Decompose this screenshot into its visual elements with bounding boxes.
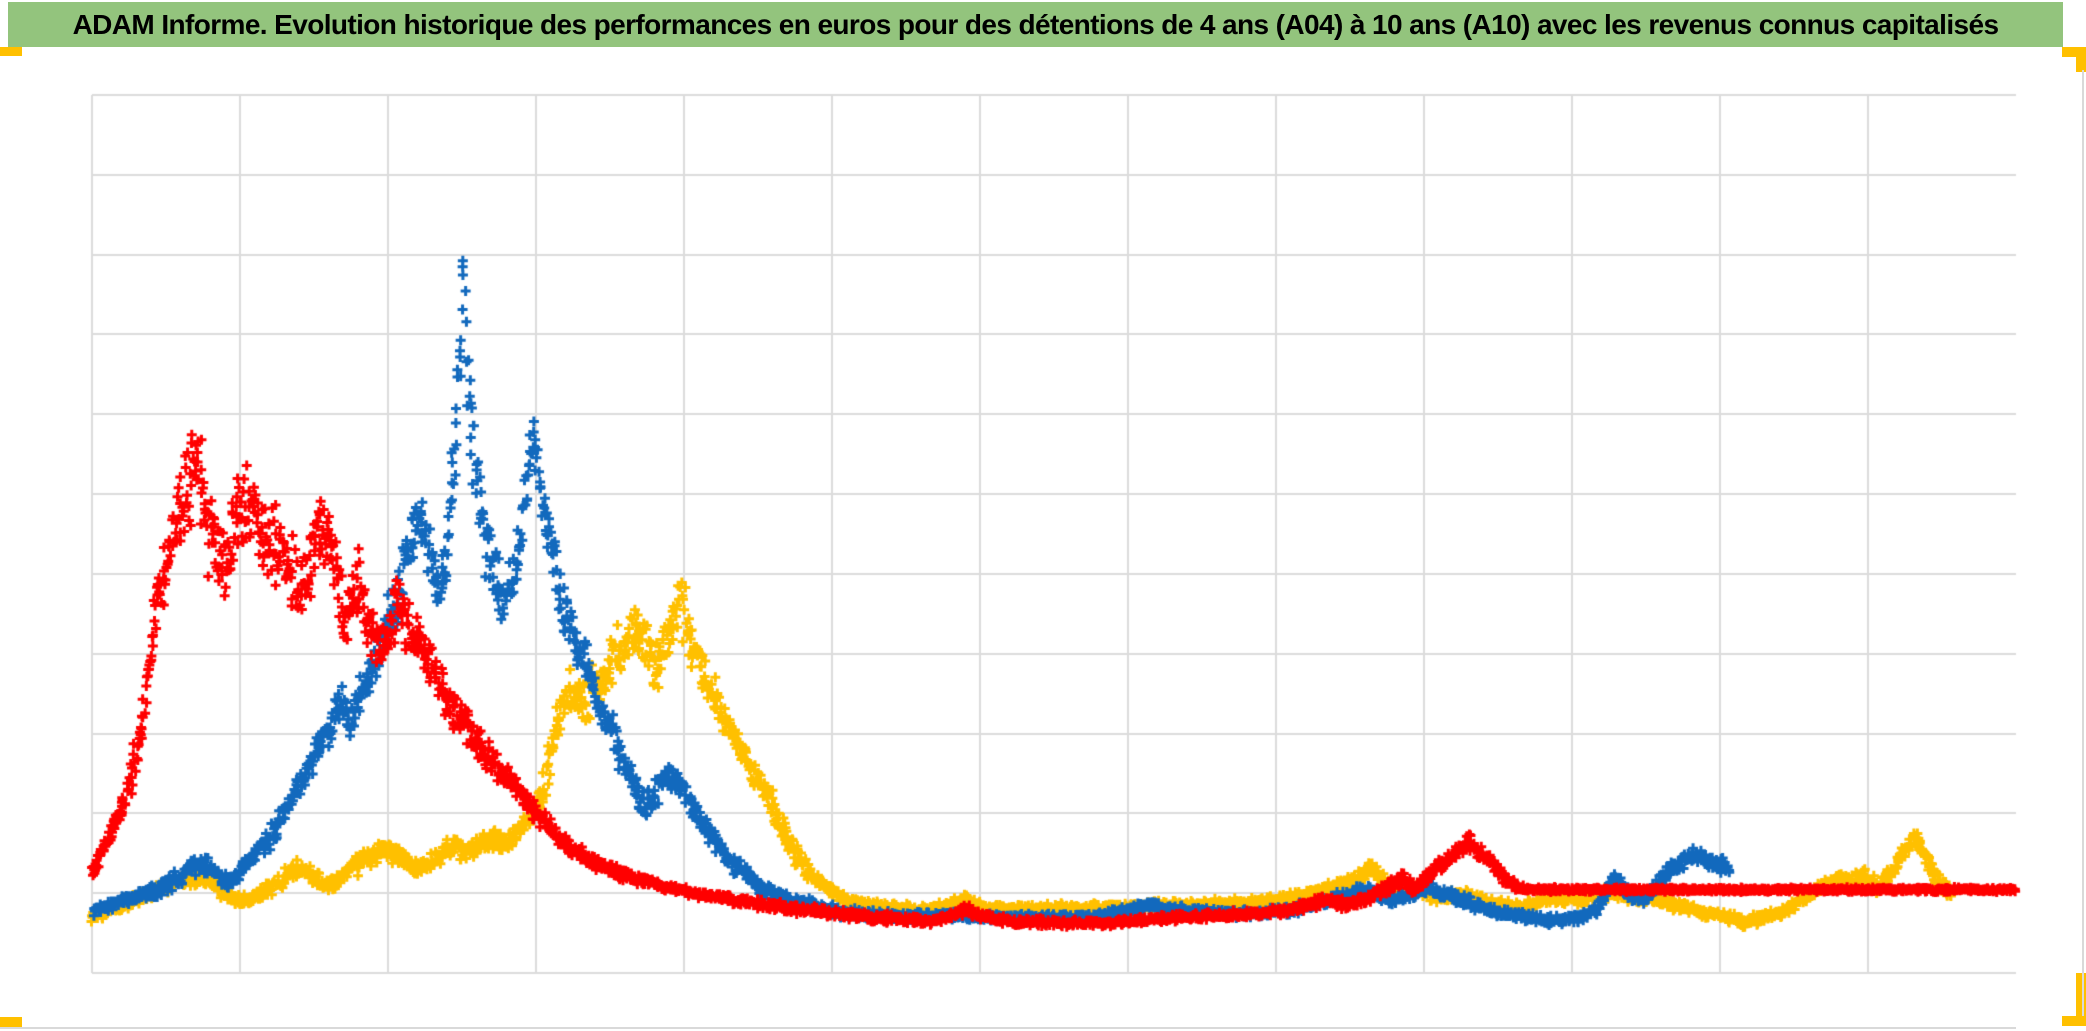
- corner-marker-top-right-horizontal: [2062, 47, 2086, 57]
- page-right-border: [2082, 70, 2084, 1016]
- page-bottom-border: [0, 1027, 2016, 1029]
- corner-marker-top-right-vertical: [2076, 47, 2086, 72]
- corner-marker-bottom-right-vertical: [2076, 973, 2086, 1026]
- corner-marker-bottom-right-horizontal: [2062, 1016, 2086, 1026]
- corner-marker-bottom-left: [0, 1017, 22, 1028]
- corner-marker-top-left: [0, 47, 22, 56]
